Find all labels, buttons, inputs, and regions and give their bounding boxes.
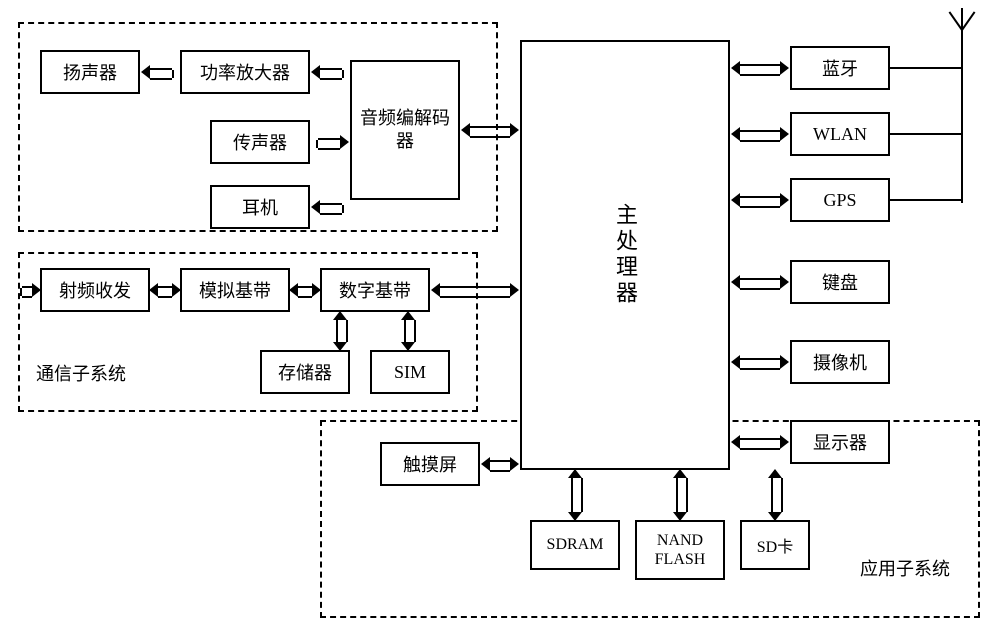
arrow-pa-speaker [150,68,172,80]
arrow-dbb-sim [404,320,416,342]
block-sim-label: SIM [394,362,426,383]
block-main-cpu: 主处理器 [520,40,730,470]
block-gps: GPS [790,178,890,222]
block-earphone-label: 耳机 [242,194,278,220]
arrow-dbb-mem [336,320,348,342]
block-rf: 射频收发 [40,268,150,312]
block-bt: 蓝牙 [790,46,890,90]
block-gps-label: GPS [823,190,856,211]
block-kbd-label: 键盘 [822,269,858,295]
block-disp-label: 显示器 [813,429,867,455]
block-kbd: 键盘 [790,260,890,304]
arrow-main-cam [740,358,780,370]
block-sd: SD卡 [740,520,810,570]
arrow-main-sd [771,478,783,512]
arrow-touch-main [490,460,510,472]
arrow-main-nand [676,478,688,512]
arrow-dbb-main [440,286,510,298]
block-mic: 传声器 [210,120,310,164]
block-pa: 功率放大器 [180,50,310,94]
arrow-rf-abb [158,286,172,298]
block-abb-label: 模拟基带 [199,277,271,303]
block-speaker-label: 扬声器 [63,59,117,85]
block-abb: 模拟基带 [180,268,290,312]
wire-wlan-ant [890,133,962,135]
block-sd-label: SD卡 [757,533,793,557]
block-codec-label: 音频编解码器 [352,107,458,154]
block-nand: NAND FLASH [635,520,725,580]
block-codec: 音频编解码器 [350,60,460,200]
wire-bt-ant [890,67,962,69]
block-sdram: SDRAM [530,520,620,570]
region-app-label: 应用子系统 [860,555,950,581]
arrow-main-sdram [571,478,583,512]
arrow-codec-main [470,126,510,138]
block-nand-label: NAND FLASH [637,531,723,569]
block-pa-label: 功率放大器 [200,59,290,85]
block-mic-label: 传声器 [233,129,287,155]
diagram-canvas: 通信子系统 应用子系统 主处理器 扬声器 功率放大器 传声器 耳机 音频编解码器… [0,0,1000,630]
block-mem: 存储器 [260,350,350,394]
arrow-main-disp [740,438,780,450]
block-speaker: 扬声器 [40,50,140,94]
block-wlan: WLAN [790,112,890,156]
block-wlan-label: WLAN [813,124,867,145]
block-disp: 显示器 [790,420,890,464]
arrow-main-kbd [740,278,780,290]
block-dbb-label: 数字基带 [339,277,411,303]
arrow-rf-ant-in [22,286,32,298]
block-sim: SIM [370,350,450,394]
arrow-codec-earphone [320,203,342,215]
wire-gps-ant [890,199,962,201]
block-earphone: 耳机 [210,185,310,229]
arrow-main-gps [740,196,780,208]
block-dbb: 数字基带 [320,268,430,312]
block-mem-label: 存储器 [278,359,332,385]
block-touch-label: 触摸屏 [403,451,457,477]
arrow-main-bt [740,64,780,76]
block-cam: 摄像机 [790,340,890,384]
block-main-cpu-label: 主处理器 [609,203,641,307]
block-cam-label: 摄像机 [813,349,867,375]
arrow-codec-pa [320,68,342,80]
arrow-mic-codec [318,138,340,150]
block-rf-label: 射频收发 [59,277,131,303]
arrow-abb-dbb [298,286,312,298]
arrow-main-wlan [740,130,780,142]
block-sdram-label: SDRAM [547,536,604,554]
block-bt-label: 蓝牙 [822,55,858,81]
region-comm-label: 通信子系统 [36,360,126,386]
block-touch: 触摸屏 [380,442,480,486]
antenna-shared [952,8,972,208]
